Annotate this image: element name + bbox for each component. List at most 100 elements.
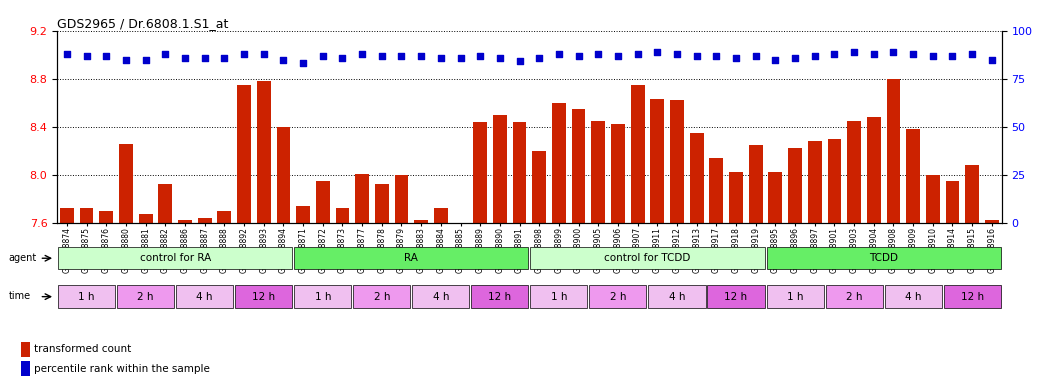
Text: 2 h: 2 h xyxy=(137,291,154,302)
FancyBboxPatch shape xyxy=(530,247,765,270)
Text: time: time xyxy=(8,291,30,301)
FancyBboxPatch shape xyxy=(412,285,469,308)
Bar xyxy=(690,133,704,384)
Bar xyxy=(532,151,546,384)
Bar xyxy=(847,121,861,384)
Text: 12 h: 12 h xyxy=(252,291,275,302)
Bar xyxy=(867,117,880,384)
FancyBboxPatch shape xyxy=(58,247,293,270)
Bar xyxy=(159,184,172,384)
Bar xyxy=(906,129,920,384)
Point xyxy=(196,55,213,61)
Bar xyxy=(179,220,192,384)
FancyBboxPatch shape xyxy=(590,285,647,308)
FancyBboxPatch shape xyxy=(825,285,882,308)
Point xyxy=(117,56,134,63)
FancyBboxPatch shape xyxy=(766,247,1001,270)
Bar xyxy=(198,218,212,384)
Bar xyxy=(493,115,507,384)
Point xyxy=(668,51,685,57)
FancyBboxPatch shape xyxy=(471,285,528,308)
Point xyxy=(609,53,626,59)
FancyBboxPatch shape xyxy=(530,285,588,308)
Point xyxy=(629,51,646,57)
Point xyxy=(236,51,252,57)
FancyBboxPatch shape xyxy=(884,285,941,308)
Bar xyxy=(256,81,271,384)
Point xyxy=(512,58,528,65)
Point xyxy=(315,53,331,59)
FancyBboxPatch shape xyxy=(708,285,765,308)
Bar xyxy=(139,214,153,384)
Text: agent: agent xyxy=(8,253,36,263)
Point xyxy=(826,51,843,57)
FancyBboxPatch shape xyxy=(58,285,115,308)
Text: 2 h: 2 h xyxy=(374,291,390,302)
FancyBboxPatch shape xyxy=(117,285,174,308)
Point xyxy=(590,51,606,57)
Text: 4 h: 4 h xyxy=(668,291,685,302)
Point xyxy=(354,51,371,57)
Point xyxy=(964,51,981,57)
Bar xyxy=(709,158,723,384)
Point xyxy=(413,53,430,59)
Point xyxy=(374,53,390,59)
Point xyxy=(275,56,292,63)
Point xyxy=(58,51,75,57)
Bar xyxy=(21,361,30,376)
Text: control for TCDD: control for TCDD xyxy=(604,253,690,263)
Bar xyxy=(276,127,291,384)
Bar xyxy=(119,144,133,384)
Point xyxy=(767,56,784,63)
Point xyxy=(137,56,154,63)
FancyBboxPatch shape xyxy=(176,285,234,308)
Bar xyxy=(592,121,605,384)
Text: 2 h: 2 h xyxy=(609,291,626,302)
Bar xyxy=(454,223,467,384)
Point xyxy=(453,55,469,61)
Point xyxy=(846,49,863,55)
FancyBboxPatch shape xyxy=(294,285,351,308)
Bar xyxy=(375,184,388,384)
Bar xyxy=(218,211,231,384)
Bar xyxy=(808,141,822,384)
Point xyxy=(216,55,233,61)
FancyBboxPatch shape xyxy=(649,285,706,308)
Text: 4 h: 4 h xyxy=(433,291,449,302)
Text: 1 h: 1 h xyxy=(78,291,94,302)
Bar xyxy=(552,103,566,384)
Point xyxy=(334,55,351,61)
Bar xyxy=(946,181,959,384)
FancyBboxPatch shape xyxy=(766,285,823,308)
Text: 4 h: 4 h xyxy=(905,291,922,302)
Point xyxy=(708,53,725,59)
Bar xyxy=(473,122,487,384)
Point xyxy=(255,51,272,57)
Bar xyxy=(926,175,939,384)
Bar xyxy=(788,148,802,384)
Text: control for RA: control for RA xyxy=(139,253,211,263)
Point xyxy=(905,51,922,57)
Bar xyxy=(748,145,763,384)
Point xyxy=(530,55,547,61)
Point xyxy=(393,53,410,59)
Point xyxy=(787,55,803,61)
Text: GDS2965 / Dr.6808.1.S1_at: GDS2965 / Dr.6808.1.S1_at xyxy=(57,17,228,30)
Bar xyxy=(394,175,408,384)
Text: 12 h: 12 h xyxy=(488,291,512,302)
Bar xyxy=(100,211,113,384)
Bar xyxy=(671,100,684,384)
Bar xyxy=(237,85,251,384)
Point xyxy=(649,49,665,55)
Bar xyxy=(985,220,999,384)
Text: 1 h: 1 h xyxy=(787,291,803,302)
Bar xyxy=(965,165,979,384)
FancyBboxPatch shape xyxy=(294,247,528,270)
Bar xyxy=(355,174,368,384)
Bar xyxy=(651,99,664,384)
Text: 2 h: 2 h xyxy=(846,291,863,302)
FancyBboxPatch shape xyxy=(236,285,293,308)
Bar xyxy=(296,206,310,384)
FancyBboxPatch shape xyxy=(353,285,410,308)
Text: 4 h: 4 h xyxy=(196,291,213,302)
